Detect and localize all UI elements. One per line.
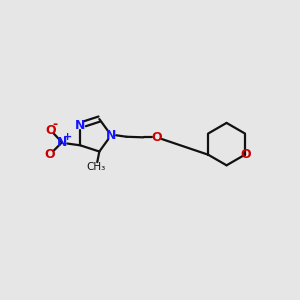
Text: N: N	[57, 136, 67, 149]
Text: O: O	[45, 124, 56, 136]
Text: CH₃: CH₃	[87, 162, 106, 172]
Text: O: O	[240, 148, 251, 161]
Text: O: O	[152, 131, 162, 144]
Text: +: +	[63, 132, 72, 142]
Text: N: N	[106, 129, 116, 142]
Text: N: N	[75, 119, 86, 132]
Text: O: O	[44, 148, 55, 161]
Text: -: -	[52, 118, 58, 131]
